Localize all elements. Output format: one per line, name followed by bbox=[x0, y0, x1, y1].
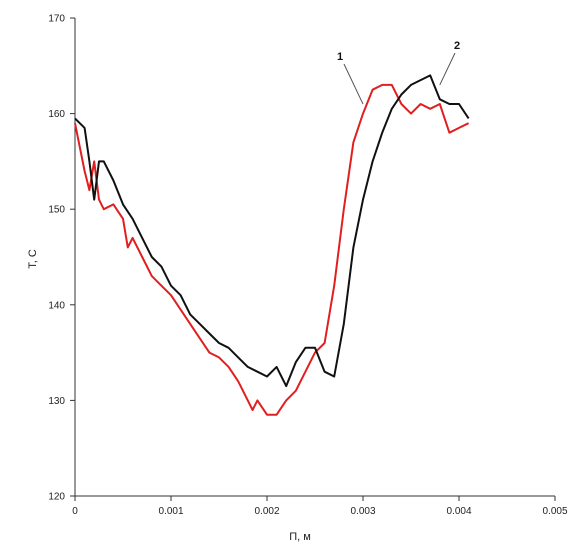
axes: 120 130 140 150 160 170 0 0.001 0.002 0.003 0.004 0… bbox=[48, 14, 568, 518]
y-tick-label: 140 bbox=[48, 300, 65, 311]
leader-line-2 bbox=[439, 52, 456, 86]
y-tick-label: 130 bbox=[48, 396, 65, 407]
labels-layer: 12 bbox=[337, 40, 460, 105]
x-tick-label: 0.003 bbox=[350, 506, 375, 517]
x-tick-label: 0.005 bbox=[542, 506, 567, 517]
curve-label-1: 1 bbox=[337, 51, 343, 63]
series-layer bbox=[74, 74, 470, 416]
curve-label-2: 2 bbox=[454, 40, 460, 52]
y-tick-label: 150 bbox=[48, 205, 65, 216]
x-axis-label: П, м bbox=[289, 531, 311, 543]
y-axis-label: T, C bbox=[27, 249, 39, 269]
leader-line-1 bbox=[343, 63, 364, 105]
y-tick-label: 120 bbox=[48, 492, 65, 503]
series-line-1 bbox=[74, 83, 470, 416]
x-tick-label: 0.004 bbox=[446, 506, 471, 517]
x-tick-label: 0.001 bbox=[158, 506, 183, 517]
x-tick-label: 0 bbox=[72, 506, 78, 517]
y-tick-label: 170 bbox=[48, 14, 65, 25]
x-tick-label: 0.002 bbox=[254, 506, 279, 517]
y-tick-label: 160 bbox=[48, 109, 65, 120]
series-line-2 bbox=[74, 74, 470, 388]
